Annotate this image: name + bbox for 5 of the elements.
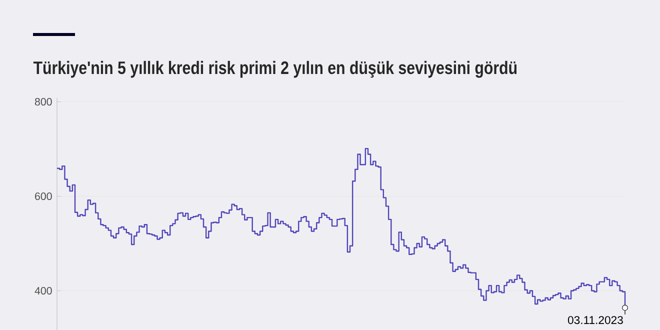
y-tick-label: 400 — [34, 287, 52, 295]
y-tick-label: 800 — [34, 98, 52, 106]
y-tick-label: 600 — [35, 192, 52, 200]
chart-title: Türkiye'nin 5 yıllık kredi risk primi 2 yılın en düşük seviyesini gördü — [33, 60, 517, 78]
annotation: 03.11.2023 — [568, 316, 623, 324]
